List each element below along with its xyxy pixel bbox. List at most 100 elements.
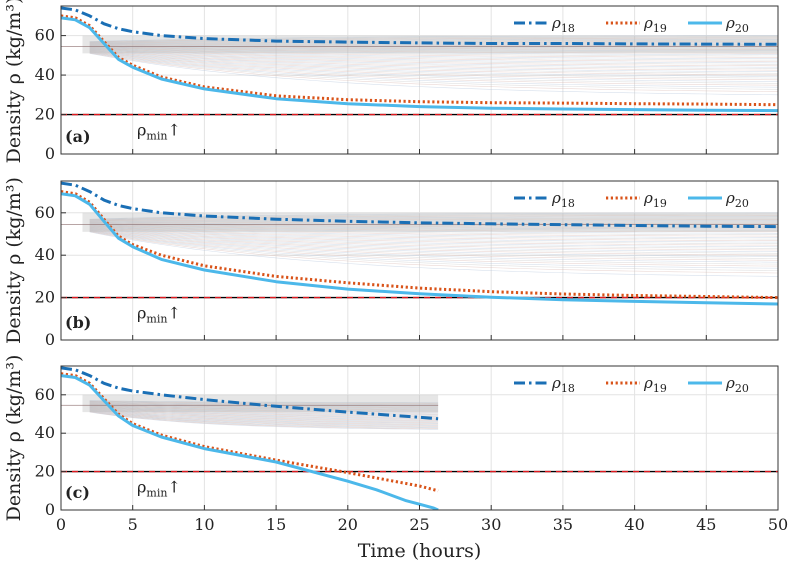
ensemble-line — [89, 46, 778, 60]
ensemble-line — [89, 47, 778, 61]
ensemble-line — [89, 225, 778, 243]
ensemble-line — [89, 47, 778, 62]
ensemble-line — [89, 223, 778, 233]
ensemble-line — [89, 407, 439, 421]
ensemble-line — [89, 35, 778, 42]
ensemble-line — [89, 226, 778, 244]
ensemble-line — [89, 225, 778, 240]
chart-panel-1: 0 20 40 60 Density ρ (kg/m³) (a) ρmin↑ ρ18 ρ19 ρ2… — [3, 0, 779, 163]
ensemble-line — [89, 45, 778, 53]
ensemble-line — [89, 48, 778, 69]
x-tick-label: 10 — [194, 515, 214, 534]
x-tick-label: 30 — [481, 515, 501, 534]
threshold-annotation: ρmin↑ — [137, 478, 181, 500]
ensemble-line — [89, 229, 778, 261]
ensemble-line — [89, 411, 439, 429]
ensemble-line — [89, 406, 439, 418]
ensemble-line — [89, 48, 778, 68]
ensemble-line — [89, 37, 778, 43]
ensemble-line — [89, 407, 439, 421]
threshold-annotation: ρmin↑ — [137, 304, 181, 326]
ensemble-line — [89, 406, 439, 418]
ensemble-line — [89, 215, 778, 221]
ensemble-line — [89, 228, 778, 256]
ensemble-line — [89, 400, 439, 403]
ensemble-line — [89, 230, 778, 271]
ensemble-line — [89, 36, 778, 43]
ensemble-line — [89, 230, 778, 267]
y-axis-label: Density ρ (kg/m³) — [3, 355, 25, 522]
ensemble-line — [89, 410, 439, 426]
ensemble-line — [89, 403, 439, 410]
ensemble-line — [89, 228, 778, 254]
panel-label: (a) — [65, 127, 91, 146]
series-line-19 — [61, 190, 778, 300]
ensemble-line — [89, 43, 778, 46]
ensemble-line — [89, 216, 778, 221]
ensemble-line — [89, 227, 778, 252]
ensemble-line — [89, 231, 778, 277]
legend-label-ρ20: ρ20 — [725, 374, 749, 395]
ensemble-line — [89, 51, 778, 86]
ensemble-line — [89, 408, 439, 423]
ensemble-line — [89, 411, 439, 429]
legend-label-ρ20: ρ20 — [725, 189, 749, 210]
ensemble-lines — [61, 212, 778, 277]
plot-content — [61, 6, 778, 116]
ensemble-line — [89, 44, 778, 52]
series-line-20 — [61, 16, 778, 113]
ensemble-line — [89, 52, 778, 90]
x-tick-label: 20 — [338, 515, 358, 534]
ensemble-line — [89, 50, 778, 76]
ensemble-line — [89, 46, 778, 57]
y-tick-label: 40 — [35, 245, 55, 264]
ensemble-line — [89, 404, 439, 412]
ensemble-line — [89, 404, 439, 413]
x-tick-label: 15 — [266, 515, 286, 534]
chart-panel-3: 0 5 10 15 20 25 30 35 40 45 50 0 20 40 60 Density ρ (kg… — [3, 355, 788, 562]
ensemble-line — [89, 49, 778, 72]
ensemble-line — [89, 229, 778, 259]
y-tick-label: 40 — [35, 423, 55, 442]
ensemble-line — [89, 49, 778, 74]
ensemble-line — [89, 41, 778, 44]
y-tick-label: 0 — [45, 330, 55, 349]
ensemble-line — [89, 224, 778, 237]
y-tick-label: 20 — [35, 462, 55, 481]
ensemble-line — [89, 408, 439, 423]
ensemble-line — [89, 51, 778, 82]
ensemble-line — [89, 230, 778, 269]
y-axis-label: Density ρ (kg/m³) — [3, 177, 25, 344]
y-tick-label: 20 — [35, 105, 55, 124]
ensemble-line — [89, 228, 778, 258]
ensemble-line — [89, 48, 778, 67]
panel-label: (c) — [65, 483, 90, 502]
x-tick-label: 40 — [624, 515, 644, 534]
ensemble-line — [89, 231, 778, 274]
ensemble-line — [89, 229, 778, 263]
ensemble-line — [89, 217, 778, 221]
x-tick-label: 50 — [768, 515, 788, 534]
y-tick-label: 40 — [35, 65, 55, 84]
legend-label-ρ19: ρ19 — [643, 374, 667, 395]
ensemble-line — [89, 226, 778, 248]
ensemble-line — [89, 400, 439, 405]
ensemble-line — [89, 404, 439, 414]
y-axis-label: Density ρ (kg/m³) — [3, 0, 25, 163]
y-tick-label: 0 — [45, 144, 55, 163]
ensemble-line — [89, 223, 778, 231]
ensemble-line — [89, 40, 778, 43]
ensemble-line — [89, 50, 778, 81]
series-line-20 — [61, 374, 439, 510]
ensemble-line — [89, 222, 778, 230]
ensemble-line — [89, 46, 778, 58]
ensemble-line — [89, 403, 439, 411]
x-tick-label: 35 — [553, 515, 573, 534]
ensemble-line — [89, 227, 778, 249]
ensemble-line — [89, 409, 439, 424]
threshold-annotation: ρmin↑ — [137, 121, 181, 143]
ensemble-line — [89, 45, 778, 54]
ensemble-line — [89, 223, 778, 234]
ensemble-line — [89, 225, 778, 241]
